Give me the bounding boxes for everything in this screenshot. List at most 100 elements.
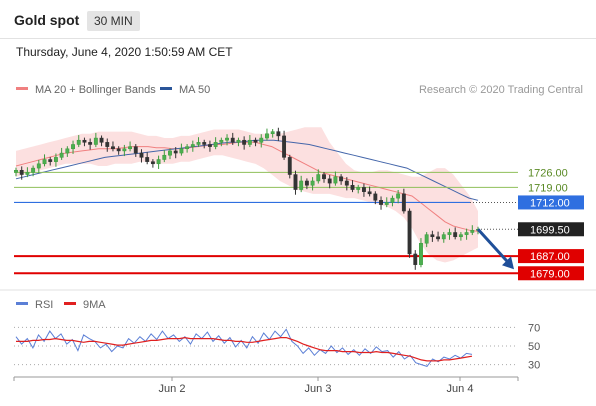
candle-body-49 — [293, 174, 298, 190]
candle-body-45 — [270, 131, 275, 135]
candle-body-31 — [190, 144, 195, 147]
candle-body-0 — [14, 169, 18, 173]
candle-body-80 — [470, 230, 475, 233]
candle-body-9 — [65, 148, 70, 154]
candle-body-38 — [230, 137, 235, 143]
candle-body-14 — [93, 137, 98, 145]
ma20-line — [15, 141, 479, 232]
candle-body-37 — [225, 137, 229, 141]
candle-body-16 — [105, 142, 110, 147]
candle-body-24 — [150, 161, 155, 165]
candle-body-73 — [430, 234, 435, 238]
candle-body-30 — [185, 146, 190, 150]
candle-body-60 — [356, 187, 361, 190]
candle-body-39 — [236, 139, 241, 143]
candle-body-54 — [322, 174, 326, 180]
level-tag-4 — [518, 249, 584, 264]
candle-body-51 — [304, 180, 309, 186]
rsi-ma9-line — [16, 336, 473, 362]
rsi-legend-swatch-1 — [64, 302, 76, 305]
candle-body-47 — [282, 135, 287, 158]
candle-body-55 — [327, 178, 332, 184]
candle-body-6 — [48, 159, 53, 162]
rsi-tick-label-2: 30 — [528, 360, 540, 372]
candle-body-75 — [441, 234, 446, 240]
candle-body-20 — [128, 146, 133, 150]
candle-body-53 — [316, 174, 321, 182]
candle-body-43 — [259, 137, 264, 143]
legend-swatch-0 — [16, 87, 28, 90]
level-label-0: 1726.00 — [528, 167, 568, 179]
legend-label-0: MA 20 + Bollinger Bands — [35, 84, 156, 96]
candle-body-77 — [453, 232, 458, 238]
instrument-title: Gold spot — [14, 12, 80, 28]
candle-body-65 — [384, 202, 389, 205]
candle-body-8 — [59, 152, 64, 158]
x-tick-label-1: Jun 3 — [305, 383, 332, 395]
candle-body-28 — [173, 150, 178, 154]
candle-body-78 — [458, 234, 463, 238]
candle-body-66 — [390, 197, 395, 203]
candle-body-59 — [350, 185, 355, 190]
level-label-3: 1699.50 — [530, 224, 570, 236]
candle-body-15 — [99, 137, 104, 143]
candle-body-42 — [253, 139, 258, 143]
candle-body-56 — [333, 176, 338, 184]
candle-body-46 — [276, 131, 281, 137]
forecast-arrow-head — [502, 256, 514, 270]
timeframe-badge[interactable]: 30 MIN — [87, 11, 140, 31]
candle-body-71 — [419, 242, 423, 265]
candle-body-52 — [310, 180, 315, 186]
candle-body-50 — [299, 180, 304, 190]
candle-body-79 — [464, 232, 469, 235]
level-tag-5 — [518, 266, 584, 281]
candle-body-57 — [339, 176, 344, 182]
level-label-4: 1687.00 — [530, 251, 570, 263]
legend-swatch-1 — [160, 87, 172, 90]
level-label-1: 1719.00 — [528, 182, 568, 194]
ma50-line — [15, 139, 479, 201]
rsi-line — [15, 328, 473, 367]
candle-body-13 — [88, 142, 93, 145]
candle-body-76 — [447, 232, 452, 235]
candle-body-35 — [213, 142, 218, 147]
candle-body-74 — [436, 236, 441, 240]
rsi-tick-label-0: 70 — [528, 322, 540, 334]
candle-body-18 — [116, 148, 121, 152]
candle-body-69 — [407, 210, 412, 255]
rsi-legend-label-0: RSI — [35, 299, 53, 311]
rsi-tick-label-1: 50 — [528, 341, 540, 353]
candle-body-5 — [42, 159, 47, 165]
candle-body-72 — [424, 234, 429, 244]
candle-body-32 — [196, 142, 201, 145]
candle-body-64 — [379, 200, 383, 205]
legend-label-1: MA 50 — [179, 84, 210, 96]
rsi-legend-swatch-0 — [16, 302, 28, 305]
candle-body-48 — [287, 157, 292, 175]
candle-body-2 — [25, 172, 30, 175]
candle-body-33 — [202, 142, 207, 145]
candle-body-17 — [111, 146, 115, 150]
candle-body-27 — [168, 150, 172, 156]
candle-body-34 — [207, 144, 212, 147]
candle-body-41 — [247, 139, 252, 145]
candle-body-7 — [53, 157, 58, 162]
candle-body-19 — [122, 148, 127, 152]
x-tick-label-2: Jun 4 — [447, 383, 474, 395]
candle-body-3 — [31, 167, 36, 173]
candle-body-22 — [139, 152, 144, 158]
candle-body-40 — [242, 139, 247, 145]
candle-body-63 — [373, 193, 378, 201]
candle-body-36 — [219, 139, 224, 143]
candle-body-25 — [156, 159, 161, 165]
candle-body-58 — [344, 180, 349, 186]
level-tag-2 — [518, 195, 584, 210]
credit-text: Research © 2020 Trading Central — [419, 84, 583, 96]
candle-body-61 — [361, 187, 366, 192]
candle-body-10 — [71, 144, 75, 150]
level-tag-3 — [518, 222, 584, 237]
header: Gold spot 30 MIN — [0, 0, 596, 39]
candle-body-26 — [162, 154, 167, 160]
